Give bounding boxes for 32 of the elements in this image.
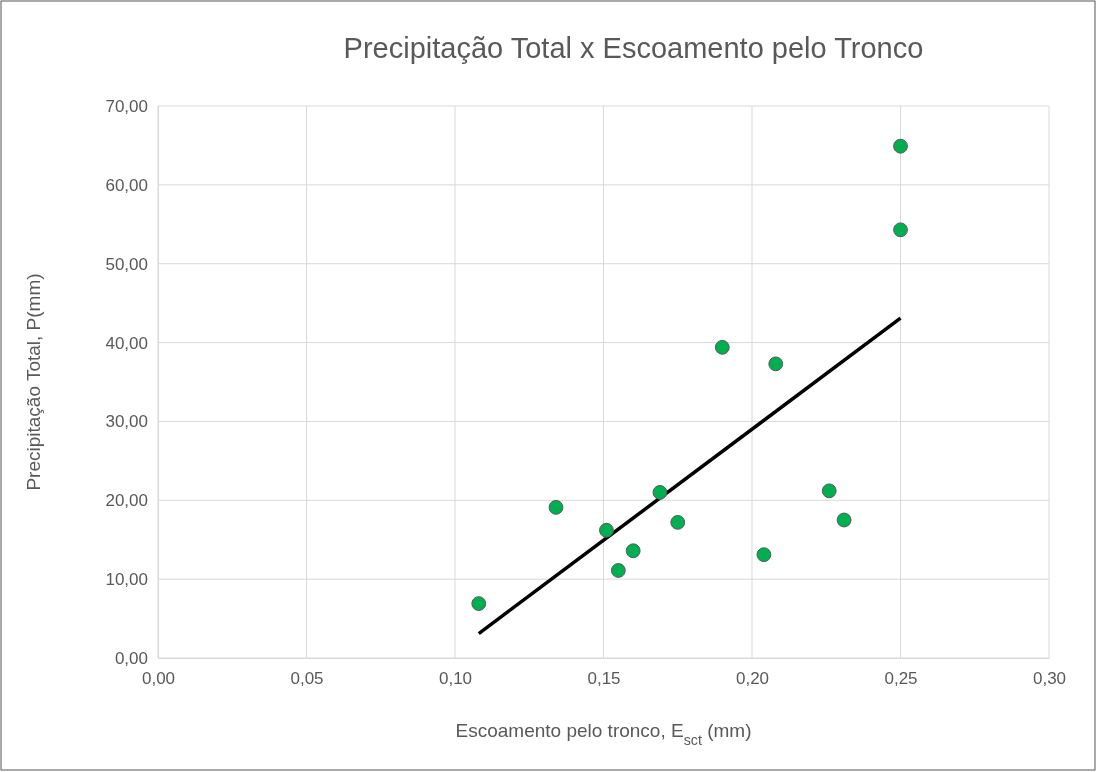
x-tick-label: 0,20 bbox=[735, 669, 770, 689]
point bbox=[756, 547, 772, 563]
point bbox=[548, 499, 564, 515]
y-tick-label: 30,00 bbox=[105, 412, 148, 432]
x-axis-title: Escoamento pelo tronco, E$_{sct}$ (mm) bbox=[455, 720, 752, 748]
y-tick-label: 40,00 bbox=[105, 333, 148, 353]
y-tick-label: 60,00 bbox=[105, 175, 148, 195]
point bbox=[610, 563, 626, 578]
x-tick-label: 0,05 bbox=[290, 669, 324, 689]
x-tick-label: 0,25 bbox=[884, 669, 918, 689]
y-tick-label: 50,00 bbox=[105, 254, 148, 274]
point bbox=[670, 514, 686, 530]
point bbox=[714, 339, 730, 355]
y-tick-label: 20,00 bbox=[105, 491, 148, 511]
point bbox=[768, 356, 784, 372]
point bbox=[599, 522, 614, 538]
y-tick-label: 70,00 bbox=[105, 96, 148, 116]
point bbox=[893, 222, 908, 238]
y-tick-label: 0,00 bbox=[114, 648, 148, 668]
point bbox=[836, 512, 852, 528]
point bbox=[821, 483, 837, 499]
y-axis-title: Precipitação Total, P(mm) bbox=[23, 273, 44, 491]
point bbox=[652, 485, 668, 500]
x-tick-label: 0,00 bbox=[141, 669, 176, 689]
x-tick-label: 0,15 bbox=[587, 669, 621, 689]
y-tick-label: 10,00 bbox=[105, 570, 148, 590]
point bbox=[625, 543, 641, 559]
chart-title: Precipitação Total x Escoamento pelo Tronco bbox=[343, 32, 924, 64]
point bbox=[471, 596, 487, 611]
point bbox=[893, 138, 908, 154]
x-tick-label: 0,10 bbox=[438, 669, 473, 689]
x-tick-label: 0,30 bbox=[1032, 669, 1067, 689]
